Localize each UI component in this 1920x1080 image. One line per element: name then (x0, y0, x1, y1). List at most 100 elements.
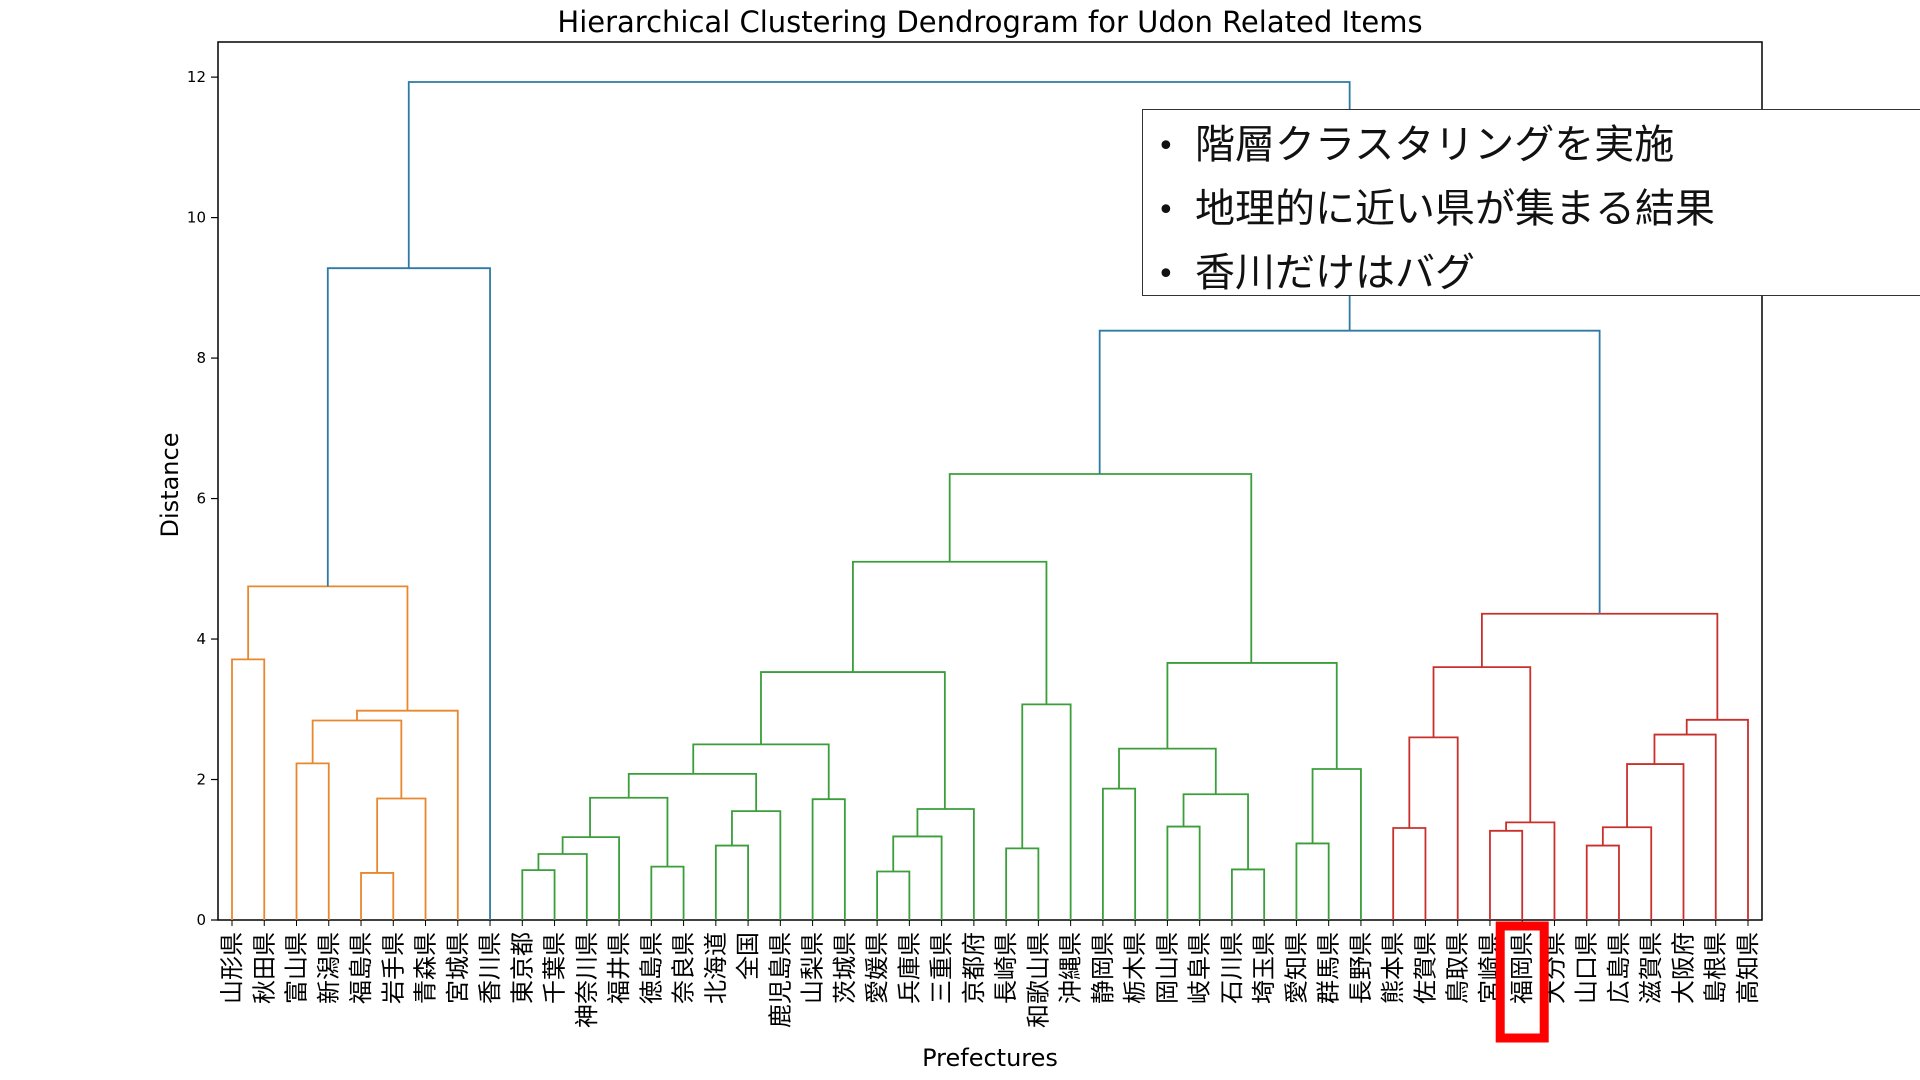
dendrogram-link (1311, 768, 1362, 920)
highlight-box (1495, 921, 1549, 1043)
y-tick-label: 10 (187, 209, 206, 227)
x-tick-label: 滋賀県 (1637, 932, 1665, 1004)
dendrogram-link (376, 797, 427, 920)
x-tick-label: 愛知県 (1282, 932, 1310, 1004)
x-tick-label: 岐阜県 (1186, 932, 1214, 1004)
dendrogram-link (537, 853, 588, 920)
x-tick-label: 岡山県 (1153, 932, 1181, 1004)
dendrogram-link (876, 870, 911, 920)
dendrogram-link (1685, 718, 1749, 920)
x-tick-label: 福岡県 (1508, 932, 1536, 1004)
x-tick-label: 三重県 (928, 932, 956, 1004)
dendrogram-link (1182, 793, 1249, 870)
note-item: • 階層クラスタリングを実施 (1157, 114, 1920, 178)
dendrogram-link (892, 835, 943, 920)
x-tick-label: 新潟県 (315, 932, 343, 1004)
x-tick-label: 山形県 (218, 932, 246, 1004)
x-tick-label: 山口県 (1573, 932, 1601, 1004)
dendrogram-link (1432, 666, 1532, 823)
y-tick-label: 12 (187, 68, 206, 86)
dendrogram-link (1626, 763, 1685, 920)
x-tick-label: 兵庫県 (895, 932, 923, 1004)
dendrogram-link (311, 719, 403, 799)
x-tick-label: 愛媛県 (863, 932, 891, 1004)
dendrogram-link (356, 709, 459, 920)
x-tick-label: 宮城県 (444, 932, 472, 1004)
x-tick-label: 千葉県 (541, 932, 569, 1004)
x-tick-label: 京都府 (960, 932, 988, 1004)
y-tick-label: 6 (196, 490, 206, 508)
dendrogram-link (714, 844, 749, 920)
x-tick-label: 大阪府 (1669, 932, 1697, 1004)
x-tick-label: 群馬県 (1315, 932, 1343, 1004)
dendrogram-link (852, 560, 1048, 705)
x-tick-label: 鳥取県 (1444, 932, 1472, 1004)
dendrogram-link (1021, 703, 1072, 920)
x-tick-label: 熊本県 (1379, 932, 1407, 1004)
dendrogram-link (589, 796, 669, 867)
note-text: 香川だけはバグ (1195, 250, 1475, 296)
y-axis-ticks: 0 2 4 6 8 10 12 (187, 68, 218, 929)
dendrogram-link (1166, 825, 1201, 920)
dendrogram-link (1166, 662, 1338, 769)
y-tick-label: 2 (196, 771, 206, 789)
x-tick-label: 青森県 (412, 932, 440, 1004)
x-axis-label: Prefectures (922, 1044, 1058, 1072)
x-tick-label: 静岡県 (1089, 932, 1117, 1004)
dendrogram-link (1489, 829, 1524, 920)
x-tick-label: 東京都 (508, 932, 536, 1004)
note-item: • 香川だけはバグ (1157, 242, 1920, 306)
note-item: • 地理的に近い県が集まる結果 (1157, 178, 1920, 242)
chart-title: Hierarchical Clustering Dendrogram for U… (557, 5, 1422, 39)
dendrogram-link (1392, 827, 1427, 920)
note-text: 階層クラスタリングを実施 (1195, 122, 1675, 168)
dendrogram-link (916, 808, 975, 920)
dendrogram-link (1118, 747, 1217, 795)
dendrogram-link (360, 872, 395, 920)
dendrogram-link (1098, 329, 1601, 614)
x-tick-label: 長崎県 (992, 932, 1020, 1004)
x-tick-label: 香川県 (476, 932, 504, 1004)
x-tick-label: 和歌山県 (1024, 932, 1052, 1028)
x-tick-label: 島根県 (1702, 932, 1730, 1004)
x-tick-label: 鹿児島県 (766, 932, 794, 1028)
x-tick-label: 富山県 (283, 932, 311, 1004)
x-tick-label: 秋田県 (250, 932, 278, 1004)
x-tick-label: 山梨県 (799, 932, 827, 1004)
dendrogram-link (650, 865, 685, 920)
dendrogram-link (561, 836, 620, 920)
dendrogram-link (326, 267, 491, 920)
dendrogram-link (1231, 868, 1266, 920)
dendrogram-link (1101, 787, 1137, 920)
dendrogram-link (231, 658, 266, 920)
x-tick-label: 岩手県 (379, 932, 407, 1004)
x-tick-label: 全国 (734, 932, 762, 980)
x-tick-label: 佐賀県 (1411, 932, 1439, 1004)
x-tick-label: 長野県 (1347, 932, 1375, 1004)
note-text: 地理的に近い県が集まる結果 (1195, 186, 1715, 232)
notes-box: • 階層クラスタリングを実施 • 地理的に近い県が集まる結果 • 香川だけはバグ (1142, 109, 1920, 296)
y-tick-label: 0 (196, 911, 206, 929)
dendrogram-link (1653, 733, 1717, 920)
x-tick-label: 茨城県 (831, 932, 859, 1004)
x-tick-label: 広島県 (1605, 932, 1633, 1004)
y-tick-label: 4 (196, 630, 206, 648)
dendrogram-link (247, 585, 409, 711)
plot-frame (217, 41, 1763, 921)
y-tick-label: 8 (196, 349, 206, 367)
x-tick-label: 徳島県 (637, 932, 665, 1004)
x-tick-label: 沖縄県 (1057, 932, 1085, 1004)
bullet-icon: • (1157, 193, 1175, 228)
dendrogram-link (1295, 842, 1330, 920)
x-tick-label: 高知県 (1734, 932, 1762, 1004)
x-tick-label: 福井県 (605, 932, 633, 1004)
dendrogram-link (1005, 847, 1040, 920)
x-tick-label: 奈良県 (670, 932, 698, 1004)
x-tick-label: 埼玉県 (1250, 932, 1278, 1004)
dendrogram-link (521, 869, 556, 920)
dendrogram-link (1505, 821, 1556, 920)
dendrogram-link (811, 798, 846, 920)
x-tick-label: 石川県 (1218, 932, 1246, 1004)
x-tick-label: 福島県 (347, 932, 375, 1004)
